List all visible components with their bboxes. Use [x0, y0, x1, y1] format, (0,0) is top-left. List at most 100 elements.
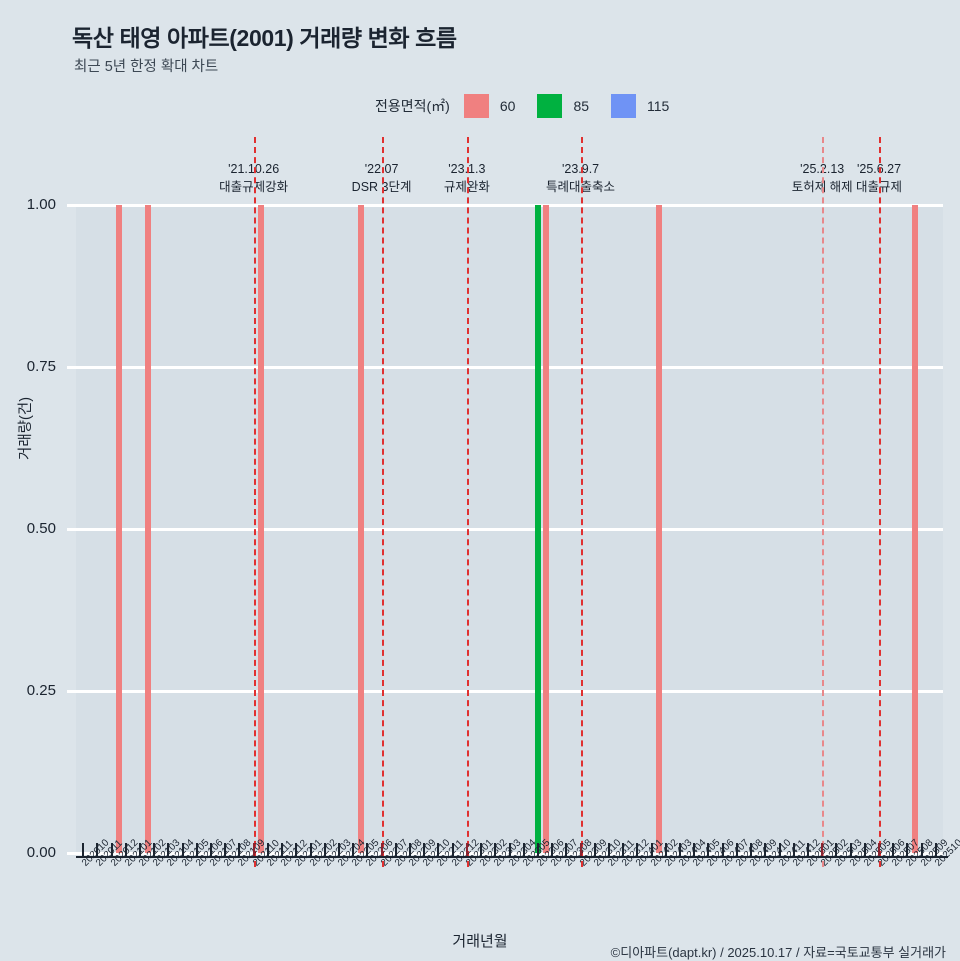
x-axis-tick-mark — [920, 843, 923, 856]
y-axis-tick-mark — [67, 203, 76, 207]
x-axis-line — [76, 856, 948, 858]
bar[interactable] — [542, 205, 549, 853]
x-axis-tick-mark — [750, 843, 753, 856]
x-axis-tick-mark — [281, 843, 284, 856]
chart-subtitle: 최근 5년 한정 확대 차트 — [74, 59, 219, 75]
y-axis-tick-label: 0.50 — [26, 520, 56, 537]
x-axis-tick-mark — [409, 843, 411, 856]
policy-annotation-date: '25.6.27 — [856, 162, 902, 176]
x-axis-tick-mark — [650, 843, 653, 856]
x-axis-tick-mark — [721, 843, 724, 856]
bar[interactable] — [912, 205, 919, 853]
legend-swatch-85 — [537, 94, 563, 118]
y-axis-tick-label: 1.00 — [26, 196, 56, 213]
x-axis-tick-mark — [238, 843, 241, 856]
legend-item-115[interactable]: 115 — [611, 94, 691, 118]
y-axis-tick-label: 0.75 — [26, 358, 56, 375]
footer-credit: ©디아파트(dapt.kr) / 2025.10.17 / 자료=국토교통부 실… — [610, 945, 946, 960]
policy-marker-line — [253, 137, 256, 867]
x-axis-tick-mark — [835, 843, 838, 856]
y-axis-tick-mark — [67, 527, 76, 531]
policy-marker-line — [822, 137, 825, 867]
policy-annotation-date: '25.2.13 — [800, 162, 845, 176]
gridline — [76, 527, 943, 531]
x-axis-tick-mark — [266, 843, 269, 856]
bar[interactable] — [357, 205, 364, 853]
x-axis-tick-mark — [679, 843, 682, 856]
x-axis-tick-mark — [622, 843, 625, 856]
x-axis-tick-mark — [96, 843, 99, 856]
x-axis-tick-mark — [124, 843, 127, 856]
legend-swatch-60 — [463, 94, 489, 118]
gridline — [76, 689, 943, 693]
x-axis-tick-mark — [693, 843, 696, 856]
x-axis-tick-mark — [607, 843, 610, 856]
bar[interactable] — [144, 205, 151, 853]
x-axis-tick-mark — [551, 843, 554, 856]
gridline — [76, 203, 943, 207]
x-axis-tick-mark — [153, 843, 156, 856]
x-axis-tick-mark — [906, 843, 909, 856]
x-axis-tick-mark — [195, 843, 198, 856]
legend: 전용면적(㎡) 60 85 115 — [375, 94, 691, 118]
x-axis-tick-mark — [423, 843, 426, 856]
legend-item-60[interactable]: 60 — [463, 94, 538, 118]
x-axis-tick-mark — [934, 843, 937, 856]
x-axis-tick-mark — [878, 843, 881, 856]
x-axis-tick-mark — [252, 843, 255, 856]
x-axis-tick-mark — [82, 843, 85, 856]
legend-label-60: 60 — [499, 98, 516, 114]
x-axis-tick-mark — [849, 843, 852, 856]
x-axis-tick-mark — [806, 843, 809, 856]
policy-marker-line — [580, 137, 583, 867]
x-axis-tick-mark — [309, 843, 312, 856]
y-axis-tick-mark — [67, 365, 76, 369]
x-axis-tick-mark — [664, 843, 667, 856]
y-axis-tick-mark — [67, 851, 76, 855]
x-axis-tick-mark — [565, 843, 568, 856]
legend-label-85: 85 — [573, 98, 590, 114]
bar[interactable] — [534, 205, 541, 853]
x-axis-tick-mark — [707, 843, 710, 856]
plot-area — [76, 137, 943, 867]
x-axis-tick-mark — [778, 843, 781, 856]
x-axis-tick-mark — [863, 843, 866, 856]
x-axis-tick-mark — [337, 843, 340, 856]
x-axis-tick-mark — [437, 843, 440, 856]
x-axis-tick-mark — [536, 843, 539, 856]
x-axis-tick-mark — [636, 843, 639, 856]
bar[interactable] — [656, 205, 663, 853]
y-axis-tick-mark — [67, 689, 76, 693]
x-axis-tick-mark — [138, 843, 141, 856]
x-axis-tick-mark — [579, 843, 582, 856]
x-axis-tick-mark — [494, 843, 497, 856]
x-axis-tick-mark — [181, 843, 184, 856]
bar[interactable] — [116, 205, 123, 853]
x-axis-tick-mark — [593, 843, 596, 856]
x-axis-tick-mark — [295, 843, 298, 856]
x-axis-tick-mark — [892, 843, 895, 856]
legend-item-85[interactable]: 85 — [537, 94, 611, 118]
y-axis-tick-label: 0.25 — [26, 682, 56, 699]
x-axis-tick-mark — [508, 843, 511, 856]
x-axis-tick-mark — [735, 843, 738, 856]
x-axis-tick-mark — [323, 843, 326, 856]
y-axis-tick-label: 0.00 — [26, 844, 56, 861]
policy-marker-line — [466, 137, 469, 867]
x-axis-tick-mark — [480, 843, 483, 856]
bar[interactable] — [258, 205, 265, 853]
legend-swatch-115 — [611, 94, 637, 118]
x-axis-tick-mark — [167, 843, 170, 856]
x-axis-tick-mark — [792, 843, 795, 856]
chart-title: 독산 태영 아파트(2001) 거래량 변화 흐름 — [72, 25, 457, 51]
x-axis-tick-mark — [224, 843, 227, 856]
x-axis-tick-mark — [451, 843, 454, 856]
policy-marker-line — [381, 137, 384, 867]
policy-marker-line — [879, 137, 882, 867]
legend-title: 전용면적(㎡) — [375, 98, 450, 114]
x-axis-tick-mark — [210, 843, 213, 856]
x-axis-tick-mark — [465, 843, 468, 856]
x-axis-tick-mark — [764, 843, 767, 856]
x-axis-tick-mark — [394, 843, 397, 856]
